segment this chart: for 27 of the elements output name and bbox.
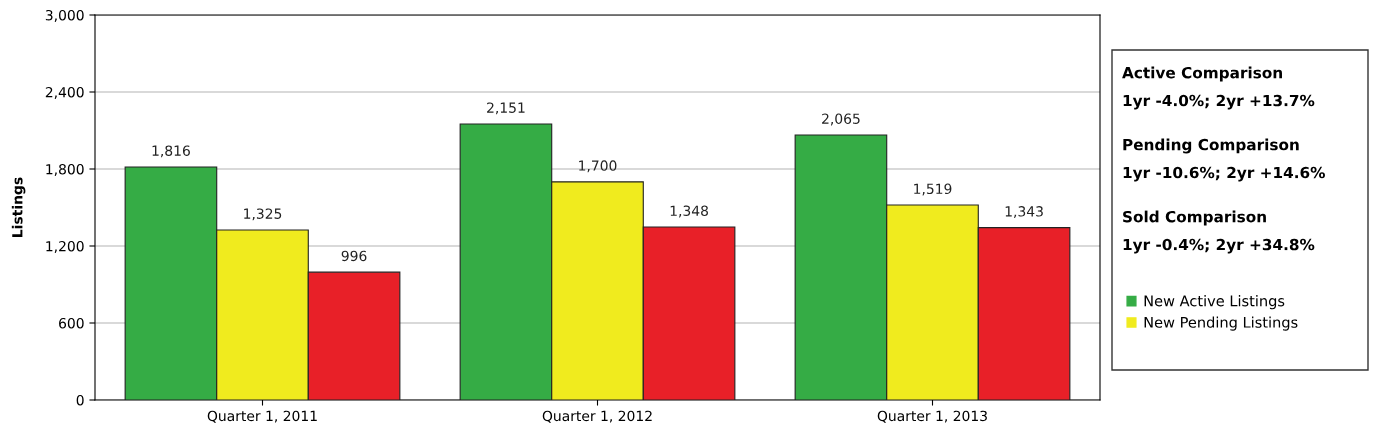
- text: 1yr -4.0%; 2yr +13.7%: [1123, 94, 1315, 110]
- data-label: 2,151: [487, 102, 525, 115]
- text: 1yr -0.4%; 2yr +34.8%: [1123, 238, 1315, 254]
- text: Sold Comparison: [1123, 210, 1266, 226]
- data-label: 1,700: [579, 160, 617, 173]
- x-tick-label: Quarter 1, 2013: [877, 410, 987, 423]
- data-label: 1,816: [152, 145, 190, 158]
- x-tick-label: Quarter 1, 2011: [207, 410, 317, 423]
- y-tick-label: 1,800: [46, 163, 84, 176]
- legend-label: New Pending Listings: [1144, 316, 1298, 331]
- legend-label: New Active Listings: [1144, 295, 1285, 310]
- data-label: 1,325: [244, 208, 282, 221]
- y-tick-label: 600: [59, 317, 84, 329]
- y-axis-title: Listings: [11, 177, 26, 237]
- data-label: 996: [341, 250, 367, 262]
- data-label: 2,065: [822, 113, 860, 126]
- data-label: 1,343: [1005, 206, 1043, 219]
- y-tick-label: 0: [76, 394, 84, 406]
- text: 1yr -10.6%; 2yr +14.6%: [1123, 166, 1325, 182]
- data-label: 1,348: [670, 205, 708, 218]
- y-tick-label: 2,400: [45, 86, 84, 99]
- x-tick-label: Quarter 1, 2012: [542, 410, 652, 423]
- text: Active Comparison: [1122, 66, 1282, 82]
- y-tick-label: 3,000: [45, 9, 84, 22]
- data-label: 1,519: [914, 183, 952, 196]
- text: Pending Comparison: [1123, 138, 1299, 154]
- y-tick-label: 1,200: [46, 240, 84, 253]
